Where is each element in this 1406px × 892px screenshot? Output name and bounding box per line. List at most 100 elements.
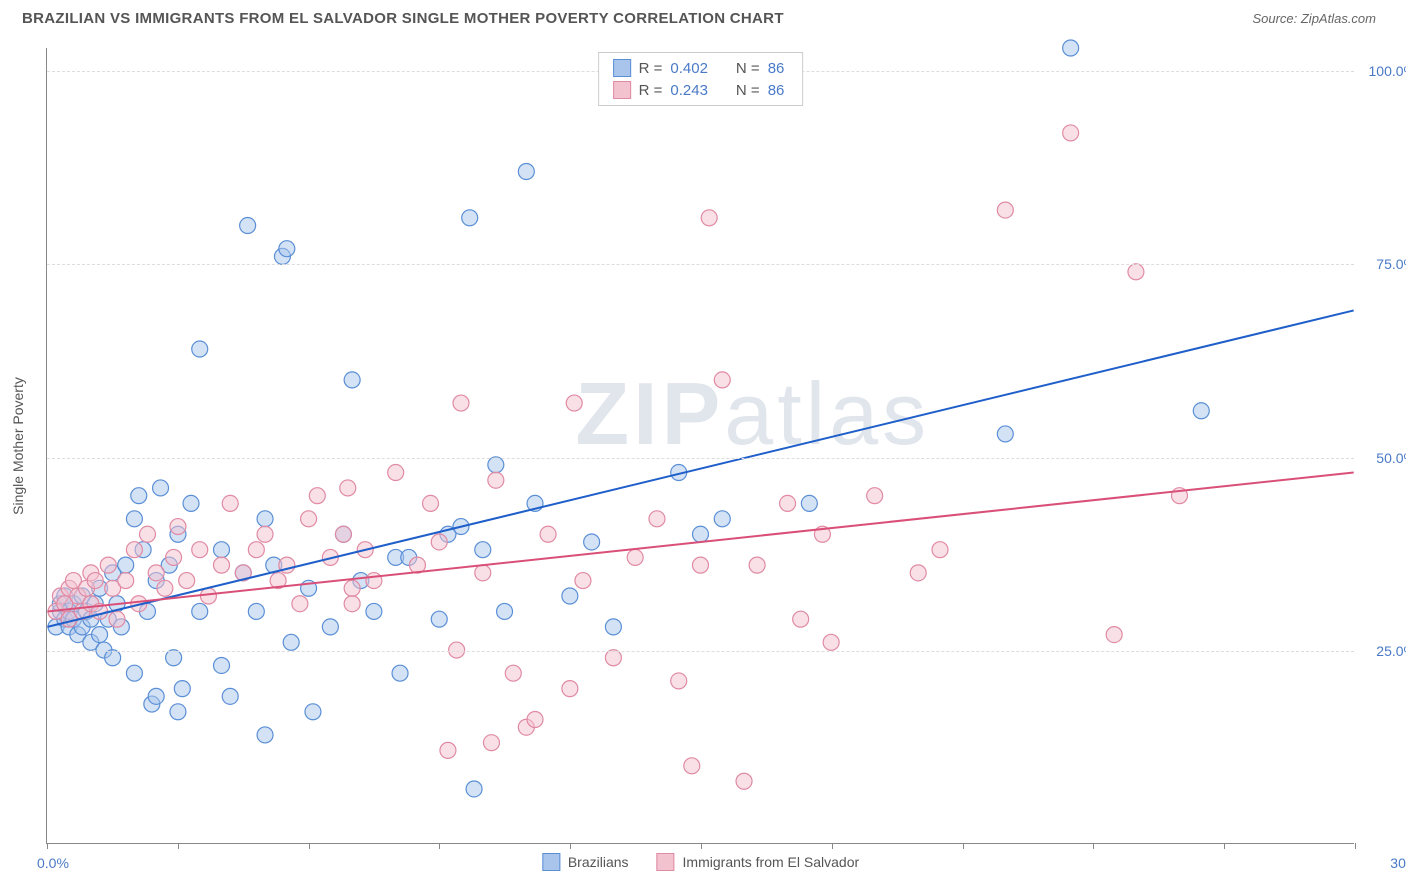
data-point bbox=[453, 395, 469, 411]
data-point bbox=[214, 557, 230, 573]
data-point bbox=[423, 495, 439, 511]
data-point bbox=[157, 580, 173, 596]
data-point bbox=[153, 480, 169, 496]
data-point bbox=[105, 650, 121, 666]
data-point bbox=[431, 611, 447, 627]
data-point bbox=[1193, 403, 1209, 419]
data-point bbox=[148, 565, 164, 581]
legend-stats: R = 0.402 N = 86 R = 0.243 N = 86 bbox=[598, 52, 804, 106]
data-point bbox=[174, 681, 190, 697]
x-tick bbox=[570, 843, 571, 849]
data-point bbox=[139, 526, 155, 542]
y-tick-label: 25.0% bbox=[1360, 643, 1406, 659]
legend-swatch-blue bbox=[613, 59, 631, 77]
legend-swatch-icon bbox=[542, 853, 560, 871]
data-point bbox=[701, 210, 717, 226]
data-point bbox=[192, 341, 208, 357]
data-point bbox=[126, 542, 142, 558]
data-point bbox=[340, 480, 356, 496]
data-point bbox=[366, 603, 382, 619]
legend-bottom: Brazilians Immigrants from El Salvador bbox=[542, 853, 859, 871]
data-point bbox=[166, 549, 182, 565]
data-point bbox=[997, 202, 1013, 218]
x-tick bbox=[832, 843, 833, 849]
scatter-svg bbox=[47, 48, 1354, 843]
data-point bbox=[932, 542, 948, 558]
data-point bbox=[867, 488, 883, 504]
chart-source: Source: ZipAtlas.com bbox=[1252, 11, 1376, 26]
data-point bbox=[166, 650, 182, 666]
data-point bbox=[301, 511, 317, 527]
data-point bbox=[584, 534, 600, 550]
data-point bbox=[605, 619, 621, 635]
chart-header: BRAZILIAN VS IMMIGRANTS FROM EL SALVADOR… bbox=[0, 0, 1406, 35]
data-point bbox=[605, 650, 621, 666]
data-point bbox=[309, 488, 325, 504]
data-point bbox=[575, 573, 591, 589]
y-tick-label: 100.0% bbox=[1360, 63, 1406, 79]
legend-item-0: Brazilians bbox=[542, 853, 629, 871]
x-tick bbox=[1224, 843, 1225, 849]
data-point bbox=[131, 488, 147, 504]
data-point bbox=[183, 495, 199, 511]
x-tick bbox=[178, 843, 179, 849]
data-point bbox=[322, 619, 338, 635]
data-point bbox=[910, 565, 926, 581]
data-point bbox=[693, 557, 709, 573]
data-point bbox=[257, 526, 273, 542]
x-tick bbox=[701, 843, 702, 849]
data-point bbox=[997, 426, 1013, 442]
data-point bbox=[100, 557, 116, 573]
data-point bbox=[736, 773, 752, 789]
data-point bbox=[627, 549, 643, 565]
x-tick bbox=[1093, 843, 1094, 849]
data-point bbox=[793, 611, 809, 627]
data-point bbox=[118, 557, 134, 573]
data-point bbox=[240, 218, 256, 234]
data-point bbox=[305, 704, 321, 720]
data-point bbox=[222, 688, 238, 704]
legend-swatch-pink bbox=[613, 81, 631, 99]
data-point bbox=[562, 681, 578, 697]
data-point bbox=[714, 372, 730, 388]
data-point bbox=[214, 542, 230, 558]
data-point bbox=[527, 712, 543, 728]
gridline bbox=[47, 651, 1354, 652]
data-point bbox=[483, 735, 499, 751]
y-axis-title: Single Mother Poverty bbox=[10, 377, 26, 515]
data-point bbox=[749, 557, 765, 573]
data-point bbox=[170, 519, 186, 535]
data-point bbox=[562, 588, 578, 604]
data-point bbox=[1128, 264, 1144, 280]
x-tick-first: 0.0% bbox=[37, 855, 69, 871]
chart-title: BRAZILIAN VS IMMIGRANTS FROM EL SALVADOR… bbox=[22, 10, 784, 27]
data-point bbox=[170, 704, 186, 720]
data-point bbox=[462, 210, 478, 226]
legend-swatch-icon bbox=[657, 853, 675, 871]
legend-row-0: R = 0.402 N = 86 bbox=[613, 57, 789, 79]
legend-row-1: R = 0.243 N = 86 bbox=[613, 79, 789, 101]
data-point bbox=[714, 511, 730, 527]
data-point bbox=[801, 495, 817, 511]
data-point bbox=[344, 580, 360, 596]
x-tick bbox=[309, 843, 310, 849]
x-tick bbox=[1355, 843, 1356, 849]
data-point bbox=[109, 611, 125, 627]
data-point bbox=[1106, 627, 1122, 643]
trend-line bbox=[47, 473, 1353, 612]
data-point bbox=[126, 511, 142, 527]
data-point bbox=[392, 665, 408, 681]
chart-container: Single Mother Poverty ZIPatlas R = 0.402… bbox=[46, 48, 1354, 844]
gridline bbox=[47, 458, 1354, 459]
data-point bbox=[1063, 125, 1079, 141]
data-point bbox=[488, 472, 504, 488]
data-point bbox=[475, 565, 491, 581]
data-point bbox=[257, 511, 273, 527]
data-point bbox=[649, 511, 665, 527]
data-point bbox=[497, 603, 513, 619]
data-point bbox=[431, 534, 447, 550]
data-point bbox=[566, 395, 582, 411]
data-point bbox=[518, 164, 534, 180]
data-point bbox=[214, 657, 230, 673]
data-point bbox=[335, 526, 351, 542]
